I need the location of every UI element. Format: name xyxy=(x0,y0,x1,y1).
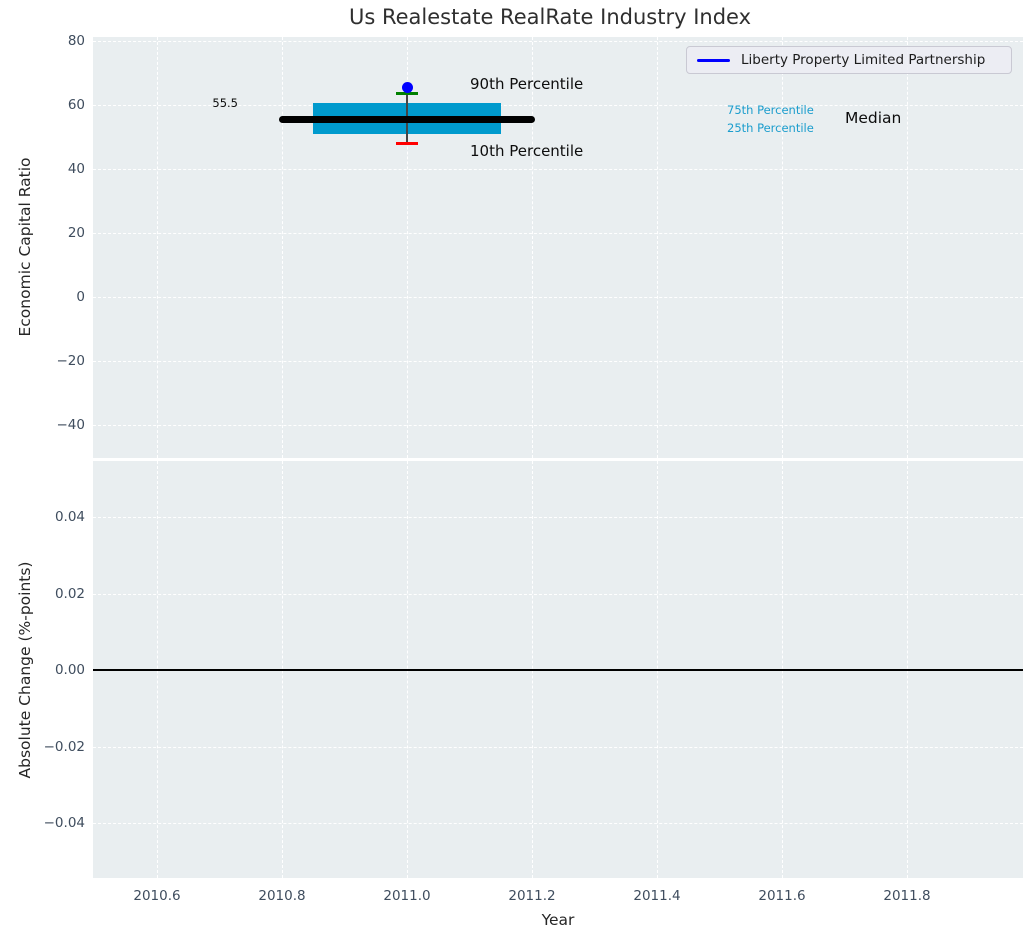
median-annotation: Median xyxy=(845,109,902,127)
gridline-vertical xyxy=(407,37,408,458)
gridline-horizontal xyxy=(93,104,1023,106)
legend: Liberty Property Limited Partnership xyxy=(686,46,1012,74)
median-line xyxy=(278,115,536,123)
top-y-axis-label: Economic Capital Ratio xyxy=(16,157,34,337)
company-dot xyxy=(401,81,413,93)
p25-annotation: 25th Percentile xyxy=(727,121,814,135)
gridline-vertical xyxy=(782,37,783,458)
p10-annotation: 10th Percentile xyxy=(470,142,584,160)
y-tick-label: 0 xyxy=(76,289,85,306)
gridline-horizontal xyxy=(93,425,1023,427)
zero-line xyxy=(93,669,1023,671)
gridline-horizontal xyxy=(93,232,1023,234)
x-tick-label: 2010.6 xyxy=(133,888,181,904)
chart-title: Us Realestate RealRate Industry Index xyxy=(348,5,752,29)
p10-cap-red xyxy=(395,141,419,145)
x-tick-label: 2010.8 xyxy=(258,888,306,904)
y-tick-label: 0.00 xyxy=(54,662,85,678)
y-tick-label: 40 xyxy=(67,160,85,177)
x-tick-label: 2011.2 xyxy=(508,888,556,904)
y-tick-label: −40 xyxy=(56,417,86,434)
gridline-horizontal xyxy=(93,517,1023,518)
y-tick-label: 0.02 xyxy=(54,585,85,602)
p90-annotation: 90th Percentile xyxy=(470,75,584,93)
y-tick-label: −0.02 xyxy=(43,738,85,755)
p75-annotation: 75th Percentile xyxy=(727,103,814,117)
gridline-horizontal xyxy=(93,297,1023,299)
gridline-horizontal xyxy=(93,593,1023,595)
gridline-vertical xyxy=(657,37,658,458)
x-tick-label: 2011.8 xyxy=(883,888,931,904)
median-value-annotation: 55.5 xyxy=(212,96,238,110)
y-tick-label: 60 xyxy=(67,96,85,113)
legend-label: Liberty Property Limited Partnership xyxy=(741,52,986,68)
p90-cap-green xyxy=(395,91,419,95)
gridline-horizontal xyxy=(93,40,1023,42)
x-axis-label: Year xyxy=(541,911,575,929)
gridline-vertical xyxy=(532,37,533,458)
bottom-axes xyxy=(93,461,1023,878)
gridline-horizontal xyxy=(93,823,1023,824)
gridline-vertical xyxy=(282,37,283,458)
y-tick-label: −20 xyxy=(56,353,86,370)
gridline-horizontal xyxy=(93,361,1023,363)
gridline-vertical xyxy=(157,37,158,458)
y-tick-label: 80 xyxy=(67,32,85,49)
x-tick-label: 2011.4 xyxy=(633,888,681,904)
y-tick-label: −0.04 xyxy=(43,815,85,831)
top-axes xyxy=(93,37,1023,458)
y-tick-label: 0.04 xyxy=(54,509,85,525)
gridline-vertical xyxy=(907,37,908,458)
x-tick-label: 2011.0 xyxy=(383,888,431,904)
y-tick-label: 20 xyxy=(67,224,85,241)
gridline-horizontal xyxy=(93,746,1023,748)
gridline-horizontal xyxy=(93,168,1023,170)
legend-line-swatch xyxy=(697,58,730,62)
x-tick-label: 2011.6 xyxy=(758,888,806,904)
